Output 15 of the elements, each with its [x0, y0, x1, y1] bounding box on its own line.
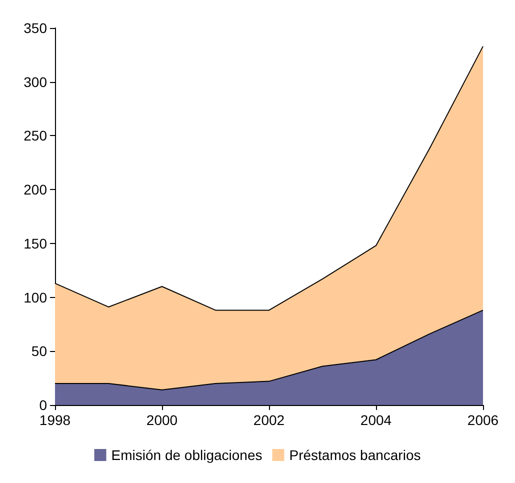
y-tick-label: 200 [24, 182, 48, 198]
y-tick-label: 350 [24, 20, 48, 36]
y-tick-label: 250 [24, 128, 48, 144]
legend-label: Préstamos bancarios [289, 447, 421, 463]
y-tick-label: 0 [39, 397, 48, 413]
y-tick-label: 50 [31, 343, 48, 360]
x-tick-label: 2006 [467, 412, 499, 428]
legend-label: Emisión de obligaciones [111, 447, 262, 463]
x-tick-label: 2004 [360, 412, 392, 428]
y-tick-label: 300 [24, 74, 48, 90]
x-tick-label: 2002 [253, 412, 285, 428]
y-tick-label: 150 [24, 235, 48, 252]
x-tick-label: 2000 [146, 412, 178, 428]
y-tick-label: 100 [24, 289, 48, 306]
x-tick-label: 1998 [39, 412, 71, 428]
